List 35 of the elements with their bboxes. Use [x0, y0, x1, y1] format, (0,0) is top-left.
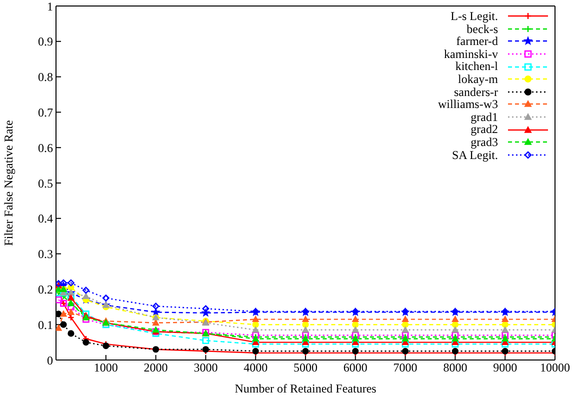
- y-tick-label: 0.1: [38, 318, 53, 332]
- x-tick-label: 4000: [244, 360, 268, 375]
- y-tick-label: 0.7: [38, 105, 53, 120]
- y-tick-label: 0.4: [38, 212, 53, 226]
- x-tick-label: 10000: [540, 360, 570, 375]
- y-tick-label: 0.3: [38, 247, 53, 262]
- x-tick-label: 3000: [194, 360, 218, 375]
- y-tick-label: 0: [47, 353, 53, 368]
- legend-label: L-s Legit.: [450, 9, 498, 23]
- legend-label: lokay-m: [458, 72, 498, 86]
- y-tick-label: 0.9: [38, 34, 53, 49]
- legend-label: beck-s: [466, 22, 498, 36]
- x-tick-label: 9000: [493, 360, 518, 375]
- x-axis-title: Number of Retained Features: [234, 382, 377, 396]
- legend-label: grad3: [470, 134, 498, 149]
- legend-label: sanders-r: [454, 84, 498, 99]
- y-tick-label: 0.5: [38, 176, 53, 190]
- legend-label: kaminski-v: [444, 46, 498, 61]
- legend-label: kitchen-l: [455, 59, 498, 74]
- y-axis-title: Filter False Negative Rate: [1, 120, 16, 246]
- legend-label: farmer-d: [456, 34, 498, 48]
- legend-label: SA Legit.: [452, 148, 498, 162]
- x-tick-label: 5000: [294, 360, 318, 375]
- x-tick-label: 8000: [443, 360, 468, 375]
- x-tick-label: 2000: [144, 360, 168, 375]
- y-tick-label: 0.2: [38, 282, 53, 296]
- legend-label: williams-w3: [438, 97, 498, 112]
- y-tick-label: 0.6: [38, 140, 53, 155]
- y-tick-label: 1: [47, 0, 53, 14]
- legend-label: grad1: [470, 110, 498, 124]
- x-tick-label: 7000: [393, 360, 418, 375]
- x-tick-label: 1000: [94, 360, 118, 375]
- y-tick-label: 0.8: [38, 70, 53, 84]
- x-tick-label: 6000: [343, 360, 368, 375]
- legend-label: grad2: [470, 122, 498, 136]
